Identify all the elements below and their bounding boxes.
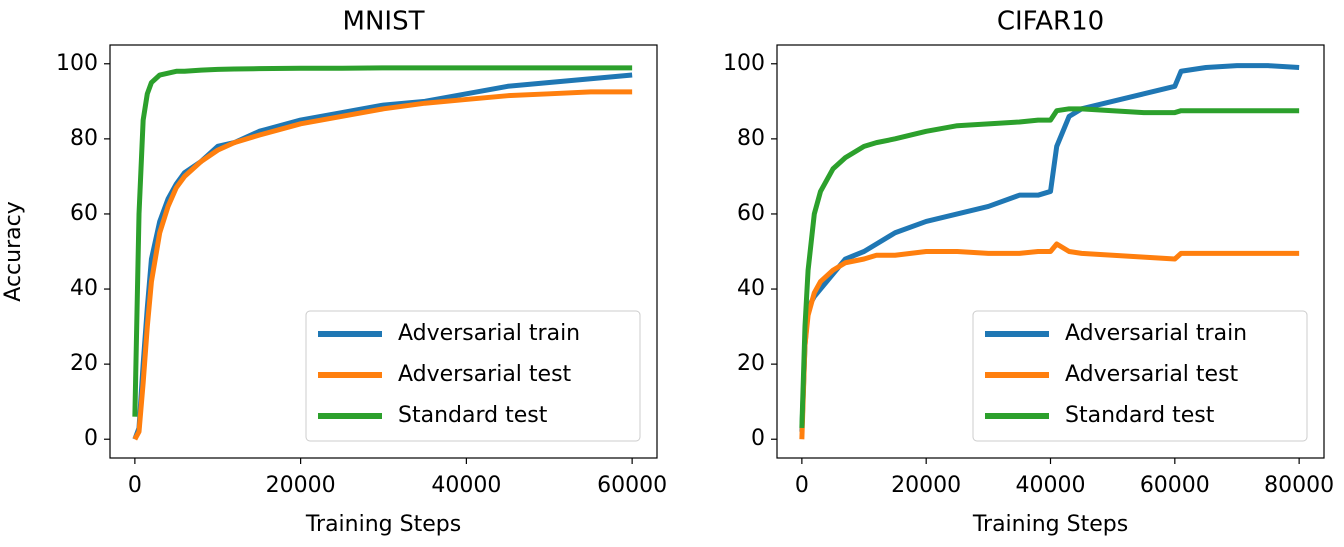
- y-tick-label: 0: [84, 426, 98, 451]
- y-tick-label: 100: [723, 51, 765, 76]
- y-tick-label: 60: [737, 201, 765, 226]
- y-tick-label: 80: [70, 126, 98, 151]
- y-tick-label: 40: [737, 276, 765, 301]
- data-line: [799, 63, 1300, 432]
- x-tick-label: 0: [795, 473, 809, 498]
- y-tick-label: 20: [70, 351, 98, 376]
- legend-label: Adversarial train: [1065, 321, 1247, 346]
- legend-label: Adversarial train: [398, 321, 580, 346]
- legend-box: [972, 310, 1308, 442]
- y-tick-label: 60: [70, 201, 98, 226]
- x-tick-label: 0: [128, 473, 142, 498]
- x-tick-label: 20000: [266, 473, 336, 498]
- x-tick-label: 40000: [1016, 473, 1086, 498]
- legend-label: Standard test: [1065, 403, 1215, 428]
- legend-label: Adversarial test: [398, 362, 572, 387]
- data-line: [132, 65, 633, 417]
- legend-label: Adversarial test: [1065, 362, 1239, 387]
- y-tick-label: 40: [70, 276, 98, 301]
- chart-title: MNIST: [343, 7, 425, 37]
- x-axis-label: Training Steps: [972, 512, 1128, 537]
- x-tick-label: 60000: [1140, 473, 1210, 498]
- plot-frame: [109, 44, 658, 459]
- data-line: [799, 241, 1300, 440]
- legend-label: Standard test: [398, 403, 548, 428]
- y-tick-label: 100: [56, 51, 98, 76]
- legend-box: [305, 310, 641, 442]
- x-tick-label: 20000: [891, 473, 961, 498]
- data-line: [799, 106, 1300, 429]
- x-tick-label: 60000: [597, 473, 667, 498]
- y-tick-label: 0: [751, 426, 765, 451]
- y-tick-label: 20: [737, 351, 765, 376]
- x-tick-label: 40000: [431, 473, 501, 498]
- x-axis-label: Training Steps: [305, 512, 461, 537]
- plot-frame: [776, 44, 1325, 459]
- y-tick-label: 80: [737, 126, 765, 151]
- data-line: [132, 89, 633, 441]
- chart-title: CIFAR10: [997, 7, 1104, 37]
- x-tick-label: 80000: [1264, 473, 1334, 498]
- y-axis-label: Accuracy: [1, 201, 26, 301]
